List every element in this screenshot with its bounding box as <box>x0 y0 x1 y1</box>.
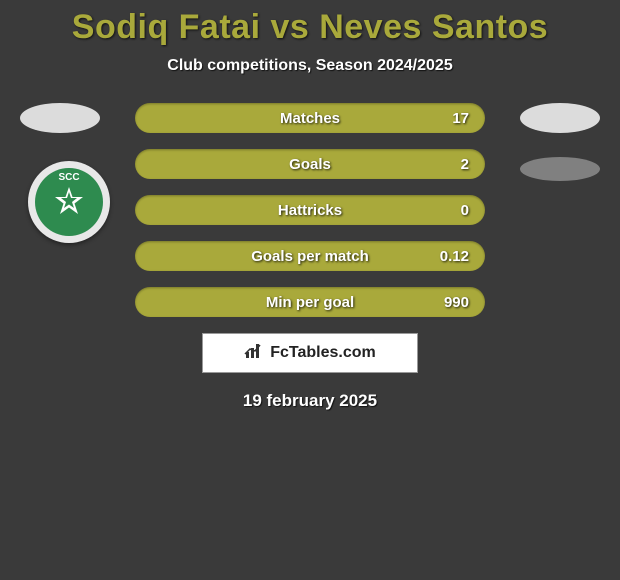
stat-label: Matches <box>280 110 340 127</box>
player-left-badge <box>20 103 100 133</box>
stat-row: Goals 2 <box>135 149 485 179</box>
stats-area: SCC Matches 17 Goals 2 Hattricks 0 Goals… <box>0 103 620 411</box>
stat-value: 0.12 <box>440 248 469 265</box>
bar-chart-icon <box>244 342 264 365</box>
stat-value: 17 <box>452 110 469 127</box>
club-logo-text: SCC <box>58 172 79 183</box>
footer-date: 19 february 2025 <box>0 391 620 411</box>
stat-row: Min per goal 990 <box>135 287 485 317</box>
club-logo-inner: SCC <box>35 168 103 236</box>
club-star-icon <box>52 185 86 219</box>
page-title: Sodiq Fatai vs Neves Santos <box>0 0 620 47</box>
page-subtitle: Club competitions, Season 2024/2025 <box>0 57 620 75</box>
stat-value: 990 <box>444 294 469 311</box>
club-logo: SCC <box>28 161 110 243</box>
player-right-badge-2 <box>520 157 600 181</box>
brand-box[interactable]: FcTables.com <box>202 333 418 373</box>
stat-value: 0 <box>461 202 469 219</box>
stat-label: Min per goal <box>266 294 354 311</box>
stat-label: Goals <box>289 156 331 173</box>
stat-row: Goals per match 0.12 <box>135 241 485 271</box>
player-right-badge <box>520 103 600 133</box>
stat-label: Hattricks <box>278 202 342 219</box>
stat-row: Matches 17 <box>135 103 485 133</box>
stat-value: 2 <box>461 156 469 173</box>
stat-label: Goals per match <box>251 248 369 265</box>
brand-text: FcTables.com <box>270 344 376 362</box>
stat-rows: Matches 17 Goals 2 Hattricks 0 Goals per… <box>135 103 485 317</box>
stat-row: Hattricks 0 <box>135 195 485 225</box>
